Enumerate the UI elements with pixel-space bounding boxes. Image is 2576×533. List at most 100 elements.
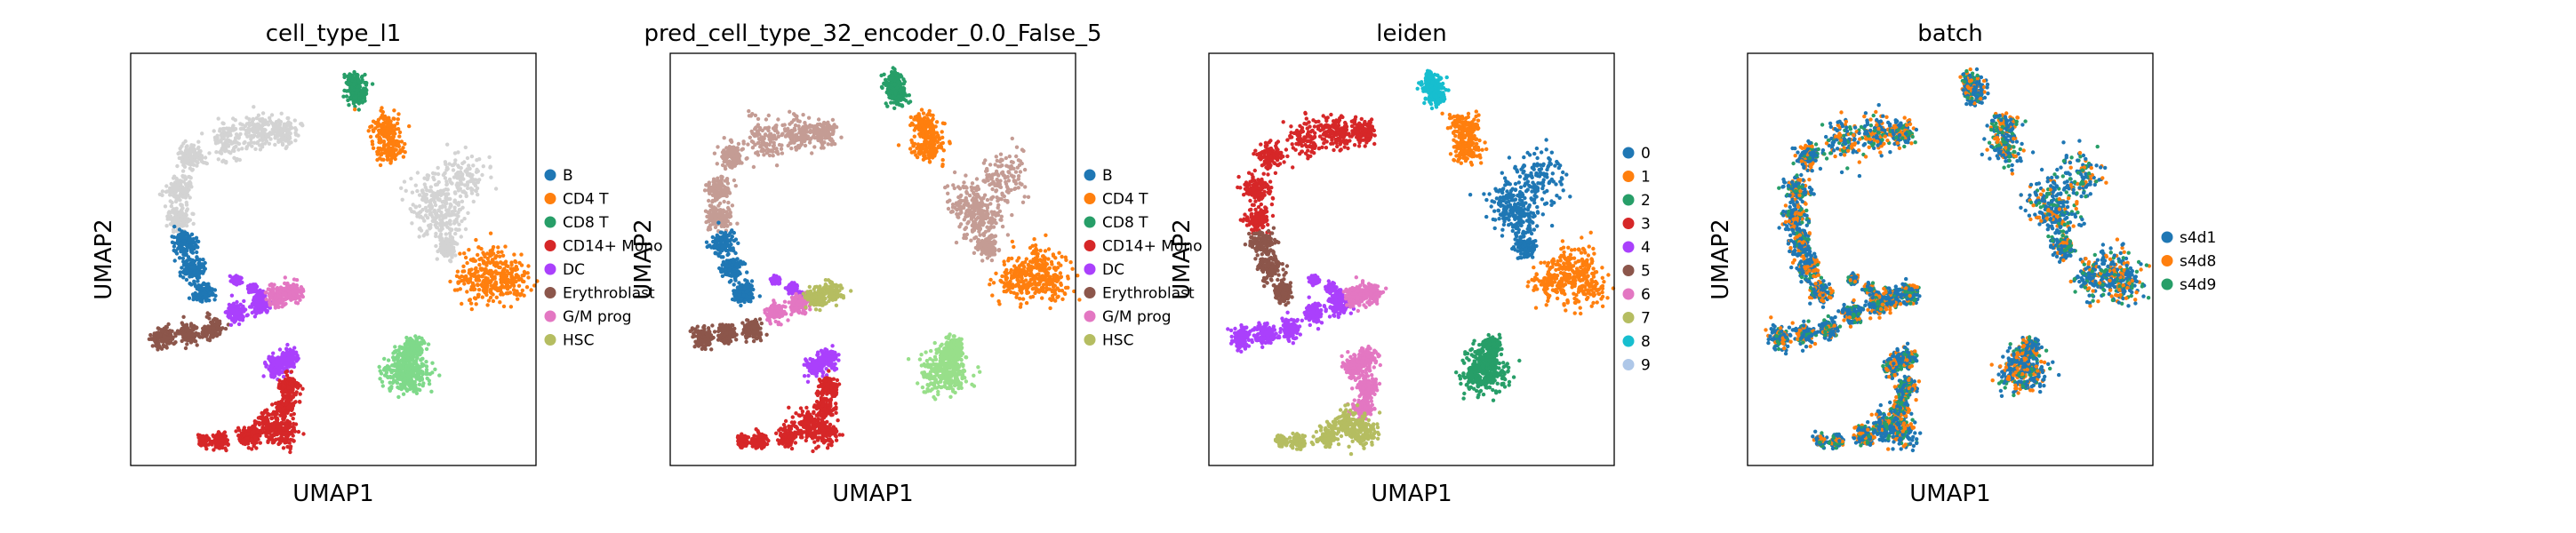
- point: [201, 326, 205, 330]
- point: [372, 129, 376, 133]
- point: [388, 123, 393, 127]
- point: [460, 189, 465, 194]
- point: [341, 94, 346, 99]
- point: [190, 248, 195, 253]
- point: [475, 158, 479, 163]
- point: [197, 156, 202, 162]
- point: [236, 316, 241, 321]
- point: [263, 118, 268, 123]
- point: [253, 129, 259, 133]
- point: [246, 432, 251, 436]
- point: [420, 384, 425, 388]
- point: [247, 117, 252, 122]
- point: [364, 81, 369, 85]
- point: [175, 163, 180, 169]
- point: [432, 177, 436, 182]
- point: [443, 246, 447, 251]
- point: [200, 299, 204, 304]
- point: [492, 276, 497, 281]
- point: [191, 260, 196, 265]
- point: [483, 254, 487, 259]
- point: [268, 292, 274, 297]
- point: [437, 373, 442, 378]
- point: [281, 431, 286, 435]
- cluster-orangeS: [353, 106, 412, 168]
- point: [463, 145, 468, 150]
- cluster-top: [341, 69, 375, 112]
- point: [471, 274, 476, 278]
- point: [231, 123, 236, 128]
- point: [181, 275, 186, 280]
- point: [413, 205, 418, 210]
- point: [469, 267, 474, 272]
- point: [434, 231, 438, 236]
- point: [479, 267, 484, 272]
- point: [170, 240, 175, 244]
- point: [211, 326, 216, 330]
- point: [427, 378, 431, 383]
- point: [506, 291, 510, 296]
- point: [444, 201, 449, 205]
- point: [433, 182, 438, 187]
- point: [155, 330, 159, 336]
- point: [266, 440, 270, 444]
- point: [176, 186, 180, 190]
- point: [439, 210, 444, 215]
- point: [465, 155, 470, 161]
- point: [488, 252, 493, 257]
- point: [360, 100, 364, 105]
- point: [195, 286, 199, 291]
- point: [184, 277, 189, 282]
- point: [380, 114, 385, 118]
- cluster-bigBlob: [399, 142, 499, 264]
- point: [172, 235, 176, 240]
- point: [298, 400, 302, 404]
- point: [481, 251, 485, 255]
- point: [244, 436, 250, 441]
- point: [195, 257, 200, 262]
- point: [228, 129, 233, 133]
- point: [177, 227, 182, 232]
- point: [284, 370, 288, 375]
- point: [485, 303, 490, 307]
- point: [498, 300, 502, 305]
- point: [380, 384, 385, 388]
- point: [386, 155, 390, 160]
- point: [466, 211, 470, 215]
- point: [278, 365, 283, 370]
- point: [292, 421, 296, 426]
- point: [420, 356, 425, 361]
- point: [210, 330, 215, 335]
- point: [450, 242, 454, 246]
- point: [159, 346, 164, 351]
- point: [495, 286, 500, 290]
- point: [252, 429, 256, 434]
- point: [280, 135, 284, 139]
- point: [455, 269, 460, 274]
- point: [271, 351, 276, 355]
- point: [474, 188, 478, 194]
- point: [160, 189, 165, 194]
- point: [288, 347, 292, 352]
- point: [284, 139, 288, 143]
- point: [458, 251, 462, 256]
- point: [368, 134, 373, 139]
- point: [281, 407, 285, 412]
- point: [494, 262, 500, 266]
- point: [183, 346, 188, 351]
- point: [458, 178, 463, 183]
- cluster-greenR: [377, 334, 442, 400]
- point: [232, 320, 236, 324]
- point: [453, 253, 458, 258]
- point: [405, 381, 410, 386]
- point: [196, 283, 201, 288]
- point: [349, 85, 354, 90]
- point: [452, 221, 457, 226]
- point: [444, 162, 448, 166]
- point: [503, 244, 508, 249]
- point: [519, 291, 524, 296]
- point: [429, 205, 435, 210]
- point: [480, 274, 484, 278]
- point: [401, 155, 406, 159]
- point: [354, 99, 358, 104]
